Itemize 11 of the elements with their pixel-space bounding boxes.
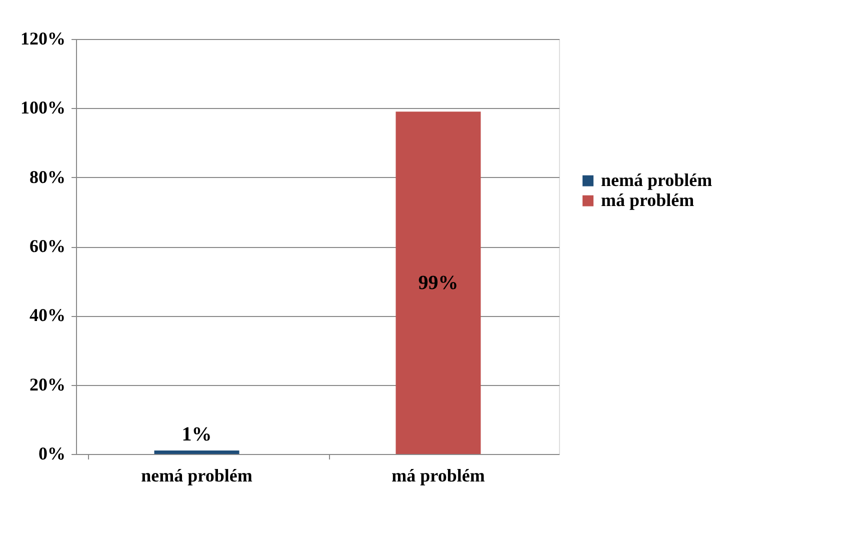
y-tick-label: 40% <box>30 305 66 326</box>
data-label: 99% <box>418 272 458 294</box>
legend-label: má problém <box>601 190 694 210</box>
y-tick-label: 80% <box>30 166 66 187</box>
y-tick-label: 60% <box>30 236 66 256</box>
y-tick-label: 120% <box>20 28 66 48</box>
y-tick-label: 20% <box>30 374 66 394</box>
legend-label: nemá problém <box>601 170 712 190</box>
data-label: 1% <box>182 424 212 446</box>
y-tick-label: 0% <box>38 444 66 464</box>
y-tick-label: 100% <box>20 98 66 118</box>
